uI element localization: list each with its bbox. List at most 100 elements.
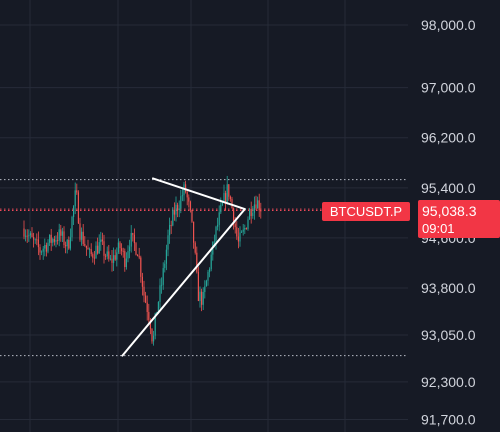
candle-body (145, 295, 147, 303)
candle-body (77, 192, 79, 224)
candle-body (249, 208, 251, 220)
candle-body (129, 246, 131, 251)
candle-body (98, 242, 100, 254)
candle-body (109, 258, 111, 260)
candle-body (186, 191, 188, 198)
candle-body (233, 208, 235, 225)
candle-body (114, 255, 116, 260)
y-tick-label: 93,050.0 (421, 327, 476, 343)
candle-body (189, 201, 191, 210)
candle-body (133, 234, 135, 244)
candle-body (101, 239, 103, 242)
candle-body (71, 216, 73, 238)
candle-body (146, 302, 148, 313)
candle-body (130, 233, 132, 247)
candle-body (225, 193, 227, 203)
candle-body (84, 243, 86, 246)
candle-body (217, 224, 219, 227)
candle-body (141, 276, 143, 287)
candle-body (100, 239, 102, 243)
candle-body (188, 197, 190, 202)
candle-body (82, 231, 84, 244)
candle-body (138, 256, 140, 258)
candles (23, 175, 262, 346)
candle-body (247, 219, 249, 230)
triangle-pattern (121, 177, 246, 357)
candle-body (44, 244, 46, 249)
candle-body (87, 247, 89, 250)
price-badge (418, 200, 500, 238)
candle-body (191, 209, 193, 222)
candle-body (207, 271, 209, 281)
candle-body (239, 232, 241, 242)
candle-body (89, 249, 91, 250)
candle-body (50, 234, 52, 243)
candle-body (205, 280, 207, 287)
candle-body (28, 235, 30, 237)
candle-body (258, 200, 260, 211)
symbol-badge (322, 202, 410, 221)
candle-body (103, 241, 105, 256)
candle-body (140, 257, 142, 277)
candle-body (177, 204, 179, 211)
candle-body (124, 251, 126, 268)
candle-body (92, 254, 94, 258)
candle-body (197, 271, 199, 301)
candle-body (209, 269, 211, 272)
candle-body (157, 301, 159, 312)
candle-body (244, 228, 246, 230)
candle-body (57, 240, 59, 241)
y-tick-label: 91,700.0 (421, 411, 476, 427)
candle-body (167, 235, 169, 250)
candle-body (223, 193, 225, 202)
candle-body (93, 257, 95, 259)
candle-body (153, 335, 155, 342)
candle-body (95, 245, 97, 259)
candle-body (148, 312, 150, 320)
candle-body (178, 208, 180, 211)
candle-body (252, 212, 254, 216)
candle-body (119, 242, 121, 249)
candle-body (253, 204, 255, 213)
candle-body (237, 236, 239, 242)
candle-body (162, 268, 164, 285)
y-tick-label: 98,000.0 (421, 17, 476, 33)
candle-body (33, 237, 35, 240)
candle-body (58, 229, 60, 241)
candle-body (245, 228, 247, 230)
candle-body (173, 210, 175, 215)
grid-lines (0, 0, 408, 432)
candle-body (61, 231, 63, 236)
candle-body (125, 258, 127, 268)
y-tick-label: 97,000.0 (421, 80, 476, 96)
candle-body (45, 244, 47, 252)
candle-body (229, 196, 231, 199)
candle-body (175, 204, 177, 215)
candle-body (201, 291, 203, 305)
candle-body (213, 241, 215, 243)
candle-body (74, 190, 76, 207)
candle-body (63, 231, 65, 246)
candle-body (85, 245, 87, 248)
candle-body (42, 248, 44, 252)
y-tick-label: 95,400.0 (421, 180, 476, 196)
candle-body (66, 239, 68, 247)
candle-body (137, 254, 139, 257)
candle-body (117, 242, 119, 253)
candle-body (36, 239, 38, 241)
candle-body (135, 243, 137, 255)
candle-body (231, 198, 233, 209)
candle-body (68, 239, 70, 249)
candle-body (260, 210, 262, 212)
candle-body (241, 231, 243, 233)
candle-body (226, 184, 228, 203)
candle-body (113, 255, 115, 263)
candle-body (257, 200, 259, 209)
candle-body (111, 258, 113, 263)
price-label: BTCUSDT.P 95,038.3 09:01 (322, 200, 500, 238)
candle-body (97, 245, 99, 254)
candle-body (76, 190, 78, 193)
y-tick-label: 92,300.0 (421, 374, 476, 390)
